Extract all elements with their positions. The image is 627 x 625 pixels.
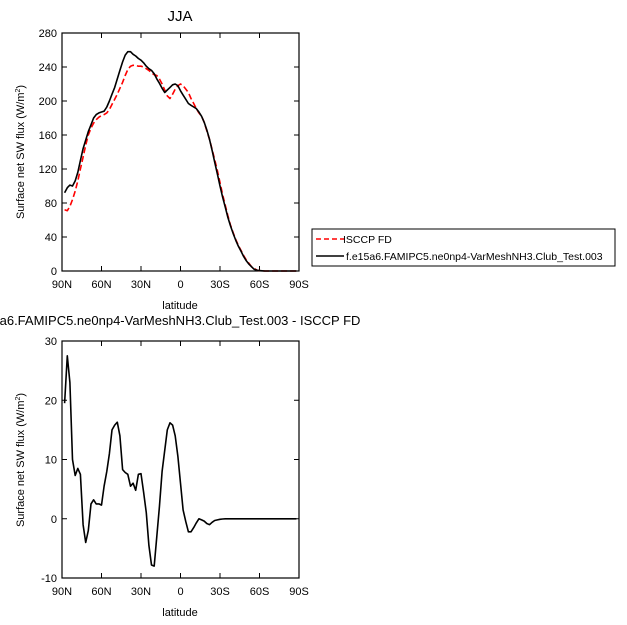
bottom-chart-title: a6.FAMIPC5.ne0np4-VarMeshNH3.Club_Test.0… [0,313,360,328]
legend: ISCCP FD f.e15a6.FAMIPC5.ne0np4-VarMeshN… [311,228,616,267]
top-chart-plot-frame [61,32,300,272]
bottom-chart: a6.FAMIPC5.ne0np4-VarMeshNH3.Club_Test.0… [0,313,360,619]
top-chart-axes: 0 40 80 120 160 200 240 280 90N 60N 30N 0 30S 60S 90S [39,28,309,291]
top-series-line-1 [63,50,297,272]
bottom-chart-plot-frame [61,340,300,579]
top-xtick-label: 90N [52,279,72,291]
top-xtick-label: 0 [177,279,183,291]
top-chart-xlabel: latitude [162,300,197,312]
top-ytick-label: 160 [39,130,57,142]
legend-label-isccp: ISCCP FD [343,234,392,246]
bottom-chart-axes: -10 0 10 20 30 90N 60N 30N 0 30S 60S 90S [41,336,309,598]
bottom-xtick-label: 60N [91,586,111,598]
legend-label-model: f.e15a6.FAMIPC5.ne0np4-VarMeshNH3.Club_T… [346,251,603,263]
top-ytick-label: 280 [39,28,57,40]
bottom-ytick-label: 30 [45,336,57,348]
bottom-xtick-label: 30S [210,586,230,598]
top-xtick-label: 60N [91,279,111,291]
bottom-xtick-label: 60S [250,586,270,598]
top-series-line-0 [64,64,297,272]
top-ytick-label: 80 [45,198,57,210]
top-xtick-label: 90S [289,279,309,291]
top-xtick-label: 30S [210,279,230,291]
bottom-chart-xlabel: latitude [162,607,197,619]
top-chart-title: JJA [167,8,192,25]
bottom-ytick-label: 10 [45,455,57,467]
top-ytick-label: 200 [39,96,57,108]
top-ytick-label: 40 [45,232,57,244]
bottom-xtick-label: 90S [289,586,309,598]
bottom-ytick-label: -10 [41,573,57,585]
bottom-ytick-label: 0 [51,514,57,526]
top-ytick-label: 240 [39,62,57,74]
top-chart: JJA 0 40 80 120 160 200 240 280 90N 60N 30N 0 30S 60S… [15,8,309,312]
bottom-xtick-label: 30N [131,586,151,598]
top-xtick-label: 30N [131,279,151,291]
bottom-series-line-0 [63,354,297,567]
bottom-chart-ylabel: Surface net SW flux (W/m2) [15,393,27,527]
legend-box [311,228,616,267]
top-chart-ylabel: Surface net SW flux (W/m2) [15,85,27,219]
bottom-xtick-label: 0 [177,586,183,598]
bottom-chart-series [63,354,297,567]
top-ytick-label: 0 [51,266,57,278]
bottom-ytick-label: 20 [45,395,57,407]
top-chart-series [63,50,297,272]
top-ytick-label: 120 [39,164,57,176]
top-xtick-label: 60S [250,279,270,291]
bottom-xtick-label: 90N [52,586,72,598]
